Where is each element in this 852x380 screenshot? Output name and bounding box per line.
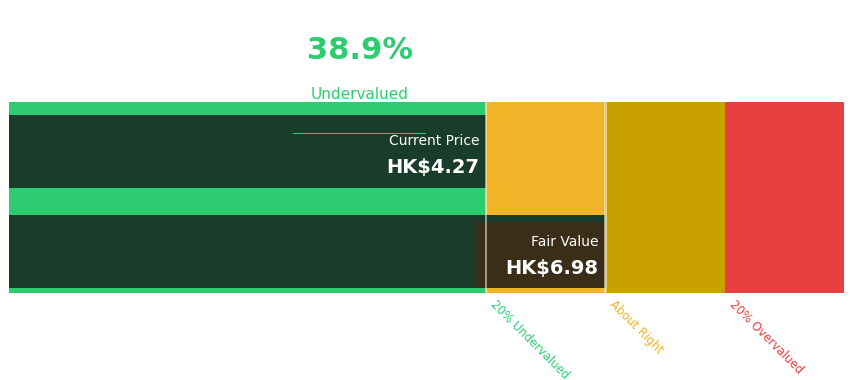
Bar bbox=[484, 102, 486, 293]
Text: Fair Value: Fair Value bbox=[531, 236, 598, 250]
Text: Undervalued: Undervalued bbox=[310, 87, 408, 102]
Bar bbox=[9, 102, 486, 293]
Bar bbox=[603, 102, 606, 293]
FancyArrow shape bbox=[292, 133, 426, 134]
Text: 38.9%: 38.9% bbox=[306, 36, 412, 65]
Text: 20% Overvalued: 20% Overvalued bbox=[726, 298, 804, 377]
Text: HK$4.27: HK$4.27 bbox=[386, 158, 479, 177]
Bar bbox=[724, 102, 843, 293]
Bar bbox=[9, 115, 486, 188]
Bar bbox=[605, 102, 724, 293]
Text: Current Price: Current Price bbox=[389, 134, 479, 148]
Text: About Right: About Right bbox=[607, 298, 665, 356]
Bar bbox=[486, 102, 605, 293]
Text: 20% Undervalued: 20% Undervalued bbox=[487, 298, 571, 380]
Bar bbox=[475, 222, 605, 288]
Text: HK$6.98: HK$6.98 bbox=[505, 259, 598, 278]
Bar bbox=[9, 215, 605, 288]
